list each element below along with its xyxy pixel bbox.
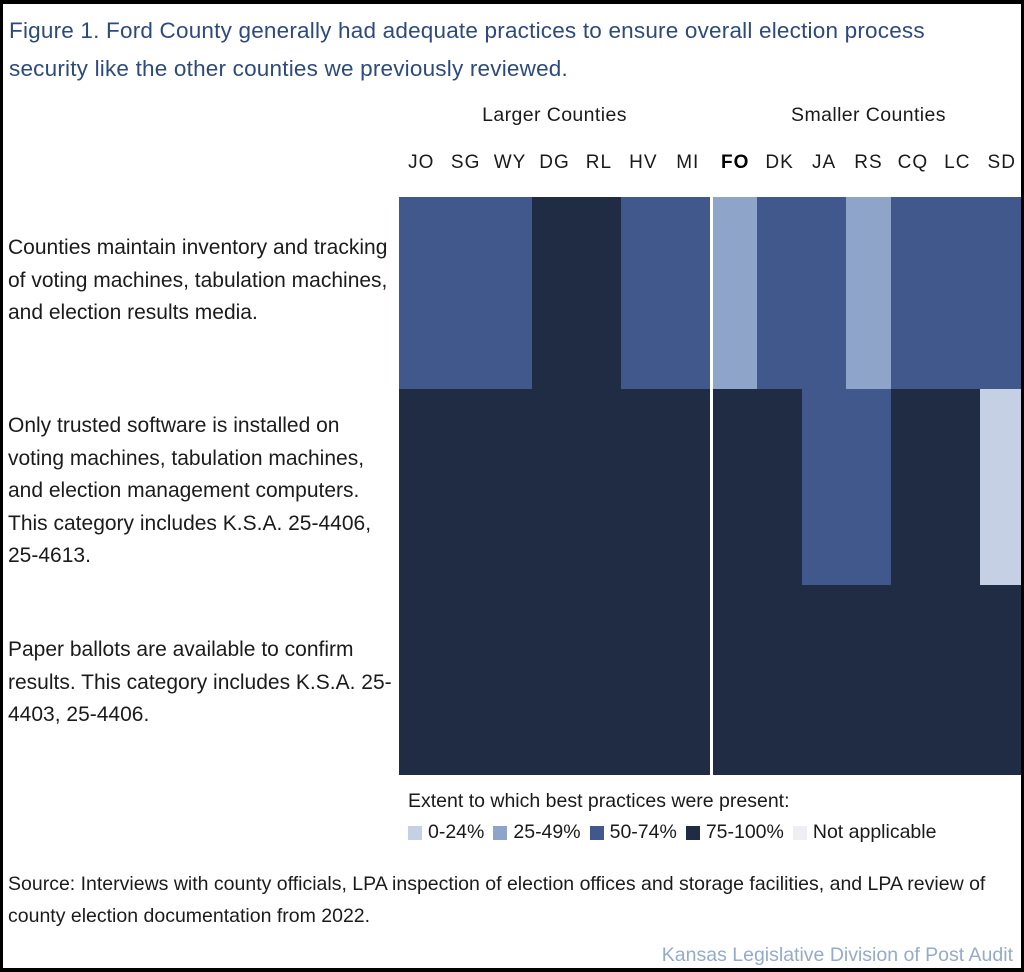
figure-title: Figure 1. Ford County generally had adeq… — [9, 18, 925, 81]
heatmap-grid-smaller — [713, 197, 1021, 775]
group-separator — [710, 197, 713, 775]
heatmap-cell-sd-row3 — [979, 585, 1021, 775]
heatmap-cell-dg-row2 — [532, 389, 577, 585]
column-label-fo: FO — [721, 152, 750, 173]
group-header-smaller-counties: Smaller Counties — [791, 104, 946, 126]
heatmap-cell-ja-row2 — [801, 389, 847, 585]
heatmap-cell-hv-row1 — [621, 197, 666, 389]
heatmap-cell-fo-row2 — [713, 389, 758, 585]
column-label-mi: MI — [676, 152, 700, 173]
heatmap-cell-hv-row2 — [621, 389, 666, 585]
heatmap-cell-sg-row1 — [443, 197, 488, 389]
row-label-inventory: Counties maintain inventory and tracking… — [8, 236, 388, 324]
heatmap-cell-mi-row3 — [665, 585, 710, 775]
legend-entry-not-applicable: Not applicable — [792, 821, 937, 844]
legend-label: Not applicable — [812, 821, 937, 843]
legend-entry-75-100-: 75-100% — [685, 821, 784, 844]
heatmap-cell-cq-row3 — [890, 585, 936, 775]
column-label-sd: SD — [987, 152, 1016, 173]
heatmap-cell-lc-row3 — [935, 585, 980, 775]
legend-swatch-icon — [493, 825, 508, 840]
footer-attribution: Kansas Legislative Division of Post Audi… — [661, 944, 1013, 966]
legend-entry-0-24-: 0-24% — [408, 821, 484, 844]
column-label-cq: CQ — [897, 152, 929, 173]
heatmap-cell-rs-row2 — [846, 389, 891, 585]
heatmap-cell-wy-row3 — [487, 585, 533, 775]
column-label-wy: WY — [493, 152, 527, 173]
legend-label: 25-49% — [513, 821, 581, 843]
column-label-lc: LC — [944, 152, 971, 173]
heatmap-cell-sd-row1 — [979, 197, 1021, 389]
heatmap-cell-cq-row2 — [890, 389, 936, 585]
column-label-dg: DG — [539, 152, 570, 173]
legend: 0-24% 25-49% 50-74% 75-100% Not applicable — [408, 821, 936, 844]
heatmap-cell-dk-row2 — [757, 389, 802, 585]
heatmap-cell-rs-row3 — [846, 585, 891, 775]
column-label-sg: SG — [450, 152, 481, 173]
heatmap-cell-lc-row1 — [935, 197, 980, 389]
column-labels-larger: JO SG WY DG RL HV MI — [399, 152, 710, 174]
heatmap-cell-jo-row1 — [399, 197, 444, 389]
column-label-rl: RL — [585, 152, 613, 173]
legend-swatch-icon — [408, 825, 422, 840]
legend-entry-25-49-: 25-49% — [493, 821, 581, 844]
heatmap-cell-dk-row3 — [757, 585, 802, 775]
legend-label: 0-24% — [428, 821, 485, 843]
heatmap-cell-jo-row3 — [399, 585, 444, 775]
heatmap-cell-fo-row3 — [713, 585, 758, 775]
heatmap-cell-dg-row1 — [532, 197, 577, 389]
row-label-paper-ballots: Paper ballots are available to confirm r… — [8, 638, 392, 726]
heatmap-cell-sg-row3 — [443, 585, 488, 775]
column-label-ja: JA — [811, 152, 837, 173]
legend-entry-50-74-: 50-74% — [589, 821, 677, 844]
heatmap-cell-rl-row1 — [576, 197, 622, 389]
heatmap-cell-ja-row3 — [801, 585, 847, 775]
heatmap-cell-hv-row3 — [621, 585, 666, 775]
heatmap-grid-larger — [399, 197, 710, 775]
group-header-larger-counties: Larger Counties — [482, 104, 627, 126]
legend-swatch-icon — [685, 825, 700, 840]
heatmap-cell-cq-row1 — [890, 197, 936, 389]
legend-title: Extent to which best practices were pres… — [408, 790, 790, 812]
heatmap-cell-jo-row2 — [399, 389, 444, 585]
heatmap-cell-mi-row2 — [665, 389, 710, 585]
column-label-jo: JO — [408, 152, 435, 173]
heatmap-cell-rl-row3 — [576, 585, 622, 775]
heatmap-cell-rl-row2 — [576, 389, 622, 585]
heatmap-cell-mi-row1 — [665, 197, 710, 389]
heatmap-cell-sd-row2 — [979, 389, 1021, 585]
heatmap-cell-fo-row1 — [713, 197, 758, 389]
legend-swatch-icon — [589, 825, 604, 840]
heatmap-cell-rs-row1 — [846, 197, 891, 389]
column-labels-smaller: FO DK JA RS CQ LC SD — [713, 152, 1021, 174]
heatmap-cell-dg-row3 — [532, 585, 577, 775]
legend-swatch-icon — [792, 825, 807, 840]
source-note: Source: Interviews with county officials… — [8, 873, 986, 927]
heatmap-cell-lc-row2 — [935, 389, 980, 585]
heatmap-cell-wy-row2 — [487, 389, 533, 585]
column-label-dk: DK — [765, 152, 794, 173]
row-label-trusted-software: Only trusted software is installed on vo… — [8, 414, 372, 567]
column-label-rs: RS — [854, 152, 883, 173]
heatmap-cell-sg-row2 — [443, 389, 488, 585]
heatmap-cell-ja-row1 — [801, 197, 847, 389]
heatmap-cell-wy-row1 — [487, 197, 533, 389]
heatmap-cell-dk-row1 — [757, 197, 802, 389]
column-label-hv: HV — [629, 152, 658, 173]
legend-label: 50-74% — [609, 821, 677, 843]
legend-label: 75-100% — [705, 821, 784, 843]
